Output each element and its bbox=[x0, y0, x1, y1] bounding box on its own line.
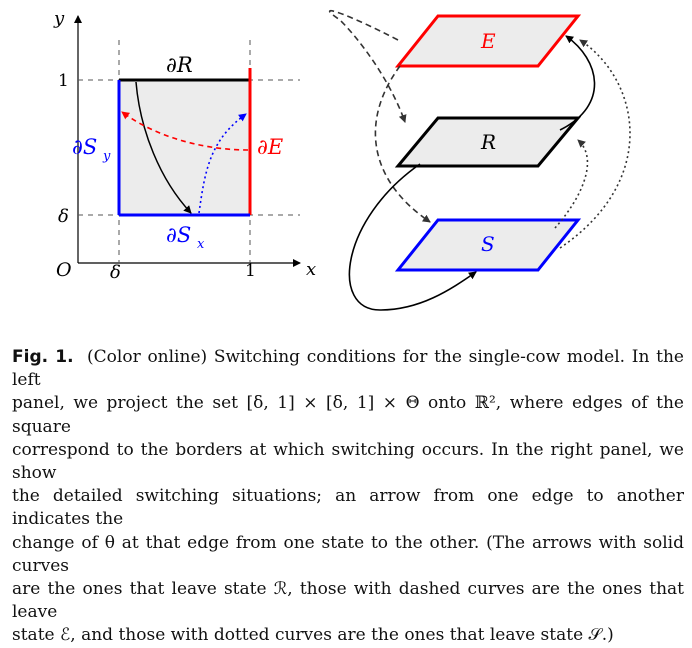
dashed-red-arrow bbox=[121, 111, 249, 151]
figure: y x O δ 1 1 δ ∂R ∂E ∂S y ∂S x E R S bbox=[53, 8, 631, 311]
dotted-blue-arrow bbox=[198, 113, 247, 214]
dotted-arrow-s-to-e bbox=[559, 39, 631, 249]
svg-text:∂S: ∂S bbox=[166, 223, 191, 247]
edge-left-label: ∂S y bbox=[72, 135, 111, 164]
plane-s bbox=[394, 218, 582, 272]
origin-label: O bbox=[56, 259, 72, 281]
svg-text:x: x bbox=[197, 237, 205, 252]
state-r-label: R bbox=[480, 130, 496, 154]
tick-x-delta: δ bbox=[110, 262, 121, 283]
figure-caption: Fig. 1. (Color online) Switching conditi… bbox=[12, 346, 684, 648]
edge-right-label: ∂E bbox=[257, 135, 283, 159]
solid-arrow-r-to-e bbox=[559, 35, 596, 131]
right-panel: E R S bbox=[328, 9, 631, 311]
caption-line-4: the detailed switching situations; an ar… bbox=[12, 486, 684, 530]
dashed-arrow-e-to-r bbox=[328, 9, 407, 123]
tick-x-one: 1 bbox=[245, 261, 256, 281]
svg-text:∂S: ∂S bbox=[72, 135, 97, 159]
figure-svg: y x O δ 1 1 δ ∂R ∂E ∂S y ∂S x E R S bbox=[53, 8, 631, 311]
dotted-arrow-s-to-r bbox=[554, 139, 589, 229]
axis-x-label: x bbox=[306, 259, 316, 280]
state-s-label: S bbox=[481, 232, 495, 256]
dashed-arrow-e-to-s bbox=[374, 65, 431, 223]
edge-top-label: ∂R bbox=[166, 53, 193, 77]
caption-line-7: state ℰ, and those with dotted curves ar… bbox=[12, 625, 614, 646]
caption-line-3: correspond to the borders at which switc… bbox=[12, 439, 684, 484]
plane-e bbox=[394, 14, 582, 68]
caption-line-1: Fig. 1. (Color online) Switching conditi… bbox=[12, 347, 684, 391]
left-panel: y x O δ 1 1 δ ∂R ∂E ∂S y ∂S x bbox=[53, 8, 316, 283]
state-e-label: E bbox=[480, 29, 496, 53]
caption-line-6: are the ones that leave state ℛ, those w… bbox=[12, 579, 684, 623]
plane-r bbox=[394, 116, 582, 168]
svg-text:y: y bbox=[102, 149, 111, 164]
caption-line-5: change of θ at that edge from one state … bbox=[12, 532, 684, 576]
figure-label: Fig. 1. bbox=[12, 347, 74, 367]
solid-arrow-left bbox=[135, 81, 192, 214]
solid-arrow-r-to-s bbox=[348, 163, 477, 311]
tick-y-delta: δ bbox=[58, 206, 69, 227]
tick-y-one: 1 bbox=[58, 71, 69, 91]
square-fill bbox=[119, 80, 250, 215]
edge-bottom-label: ∂S x bbox=[166, 223, 205, 252]
axis-y-label: y bbox=[53, 8, 65, 29]
caption-line-2: panel, we project the set [δ, 1] × [δ, 1… bbox=[12, 393, 684, 437]
